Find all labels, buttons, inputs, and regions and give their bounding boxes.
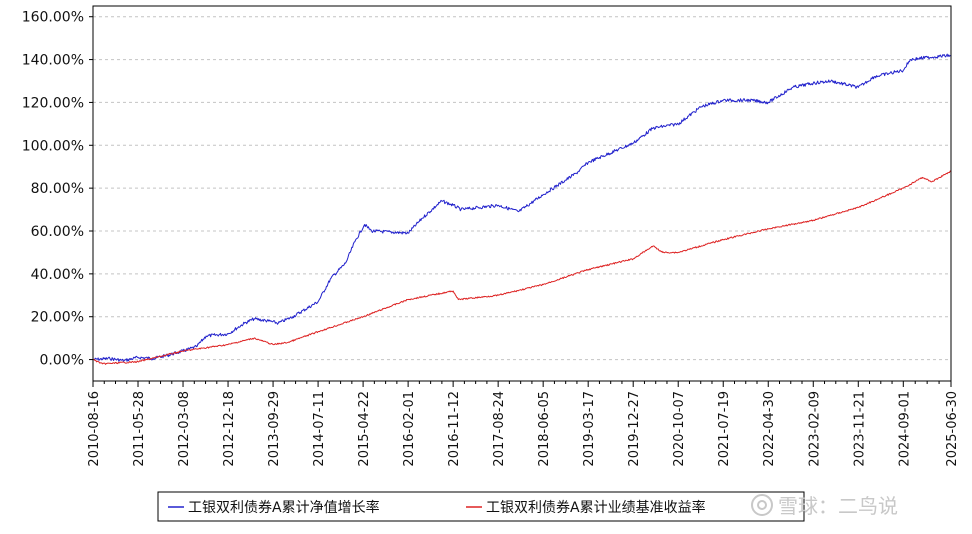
x-tick-label: 2020-10-07 — [672, 391, 687, 467]
x-tick-label: 2014-07-11 — [312, 391, 327, 467]
x-tick-label: 2012-03-08 — [177, 391, 192, 467]
legend: 工银双利债券A累计净值增长率 工银双利债券A累计业绩基准收益率 — [157, 491, 805, 522]
x-tick-label: 2011-05-28 — [132, 391, 147, 467]
snowball-logo-icon — [751, 494, 773, 516]
x-tick-label: 2023-11-21 — [852, 391, 867, 467]
x-tick-label: 2016-11-12 — [447, 391, 462, 467]
x-tick-label: 2017-08-24 — [492, 391, 507, 467]
x-tick-label: 2025-06-30 — [945, 391, 960, 467]
y-axis: 0.00% 20.00% 40.00% 60.00% 80.00% 100.00% 120.… — [22, 10, 93, 369]
y-tick-label: 80.00% — [31, 181, 84, 197]
y-tick-label: 20.00% — [31, 310, 84, 326]
x-tick-label: 2015-04-22 — [357, 391, 372, 467]
y-tick-label: 160.00% — [22, 10, 84, 26]
x-tick-label: 2023-02-09 — [807, 391, 822, 467]
legend-label-benchmark: 工银双利债券A累计业绩基准收益率 — [486, 499, 706, 516]
series-line-benchmark — [92, 170, 952, 365]
x-axis: 2010-08-16 2011-05-28 2012-03-08 2012-12-18… — [87, 381, 960, 467]
x-tick-label: 2022-04-30 — [762, 391, 777, 467]
gridlines — [93, 16, 951, 361]
plot-frame — [92, 5, 952, 382]
watermark: 雪球：二鸟说 — [751, 494, 898, 518]
watermark-text: 雪球：二鸟说 — [778, 494, 898, 518]
x-tick-label: 2012-12-18 — [222, 391, 237, 467]
y-tick-label: 0.00% — [40, 353, 84, 369]
y-tick-label: 140.00% — [22, 53, 84, 69]
x-tick-label: 2016-02-01 — [402, 391, 417, 467]
y-tick-label: 120.00% — [22, 95, 84, 111]
x-tick-label: 2018-06-05 — [537, 391, 552, 467]
series-lines — [92, 53, 952, 365]
y-tick-label: 40.00% — [31, 267, 84, 283]
x-tick-label: 2019-03-17 — [582, 391, 597, 467]
series-line-nav — [92, 53, 952, 362]
y-tick-label: 100.00% — [22, 138, 84, 154]
x-tick-label: 2010-08-16 — [87, 391, 102, 467]
x-tick-label: 2021-07-19 — [717, 391, 732, 467]
y-tick-label: 60.00% — [31, 224, 84, 240]
x-tick-label: 2024-09-01 — [897, 391, 912, 467]
x-tick-label: 2019-12-27 — [627, 391, 642, 467]
legend-label-nav: 工银双利债券A累计净值增长率 — [188, 499, 380, 516]
x-tick-label: 2013-09-29 — [267, 391, 282, 467]
